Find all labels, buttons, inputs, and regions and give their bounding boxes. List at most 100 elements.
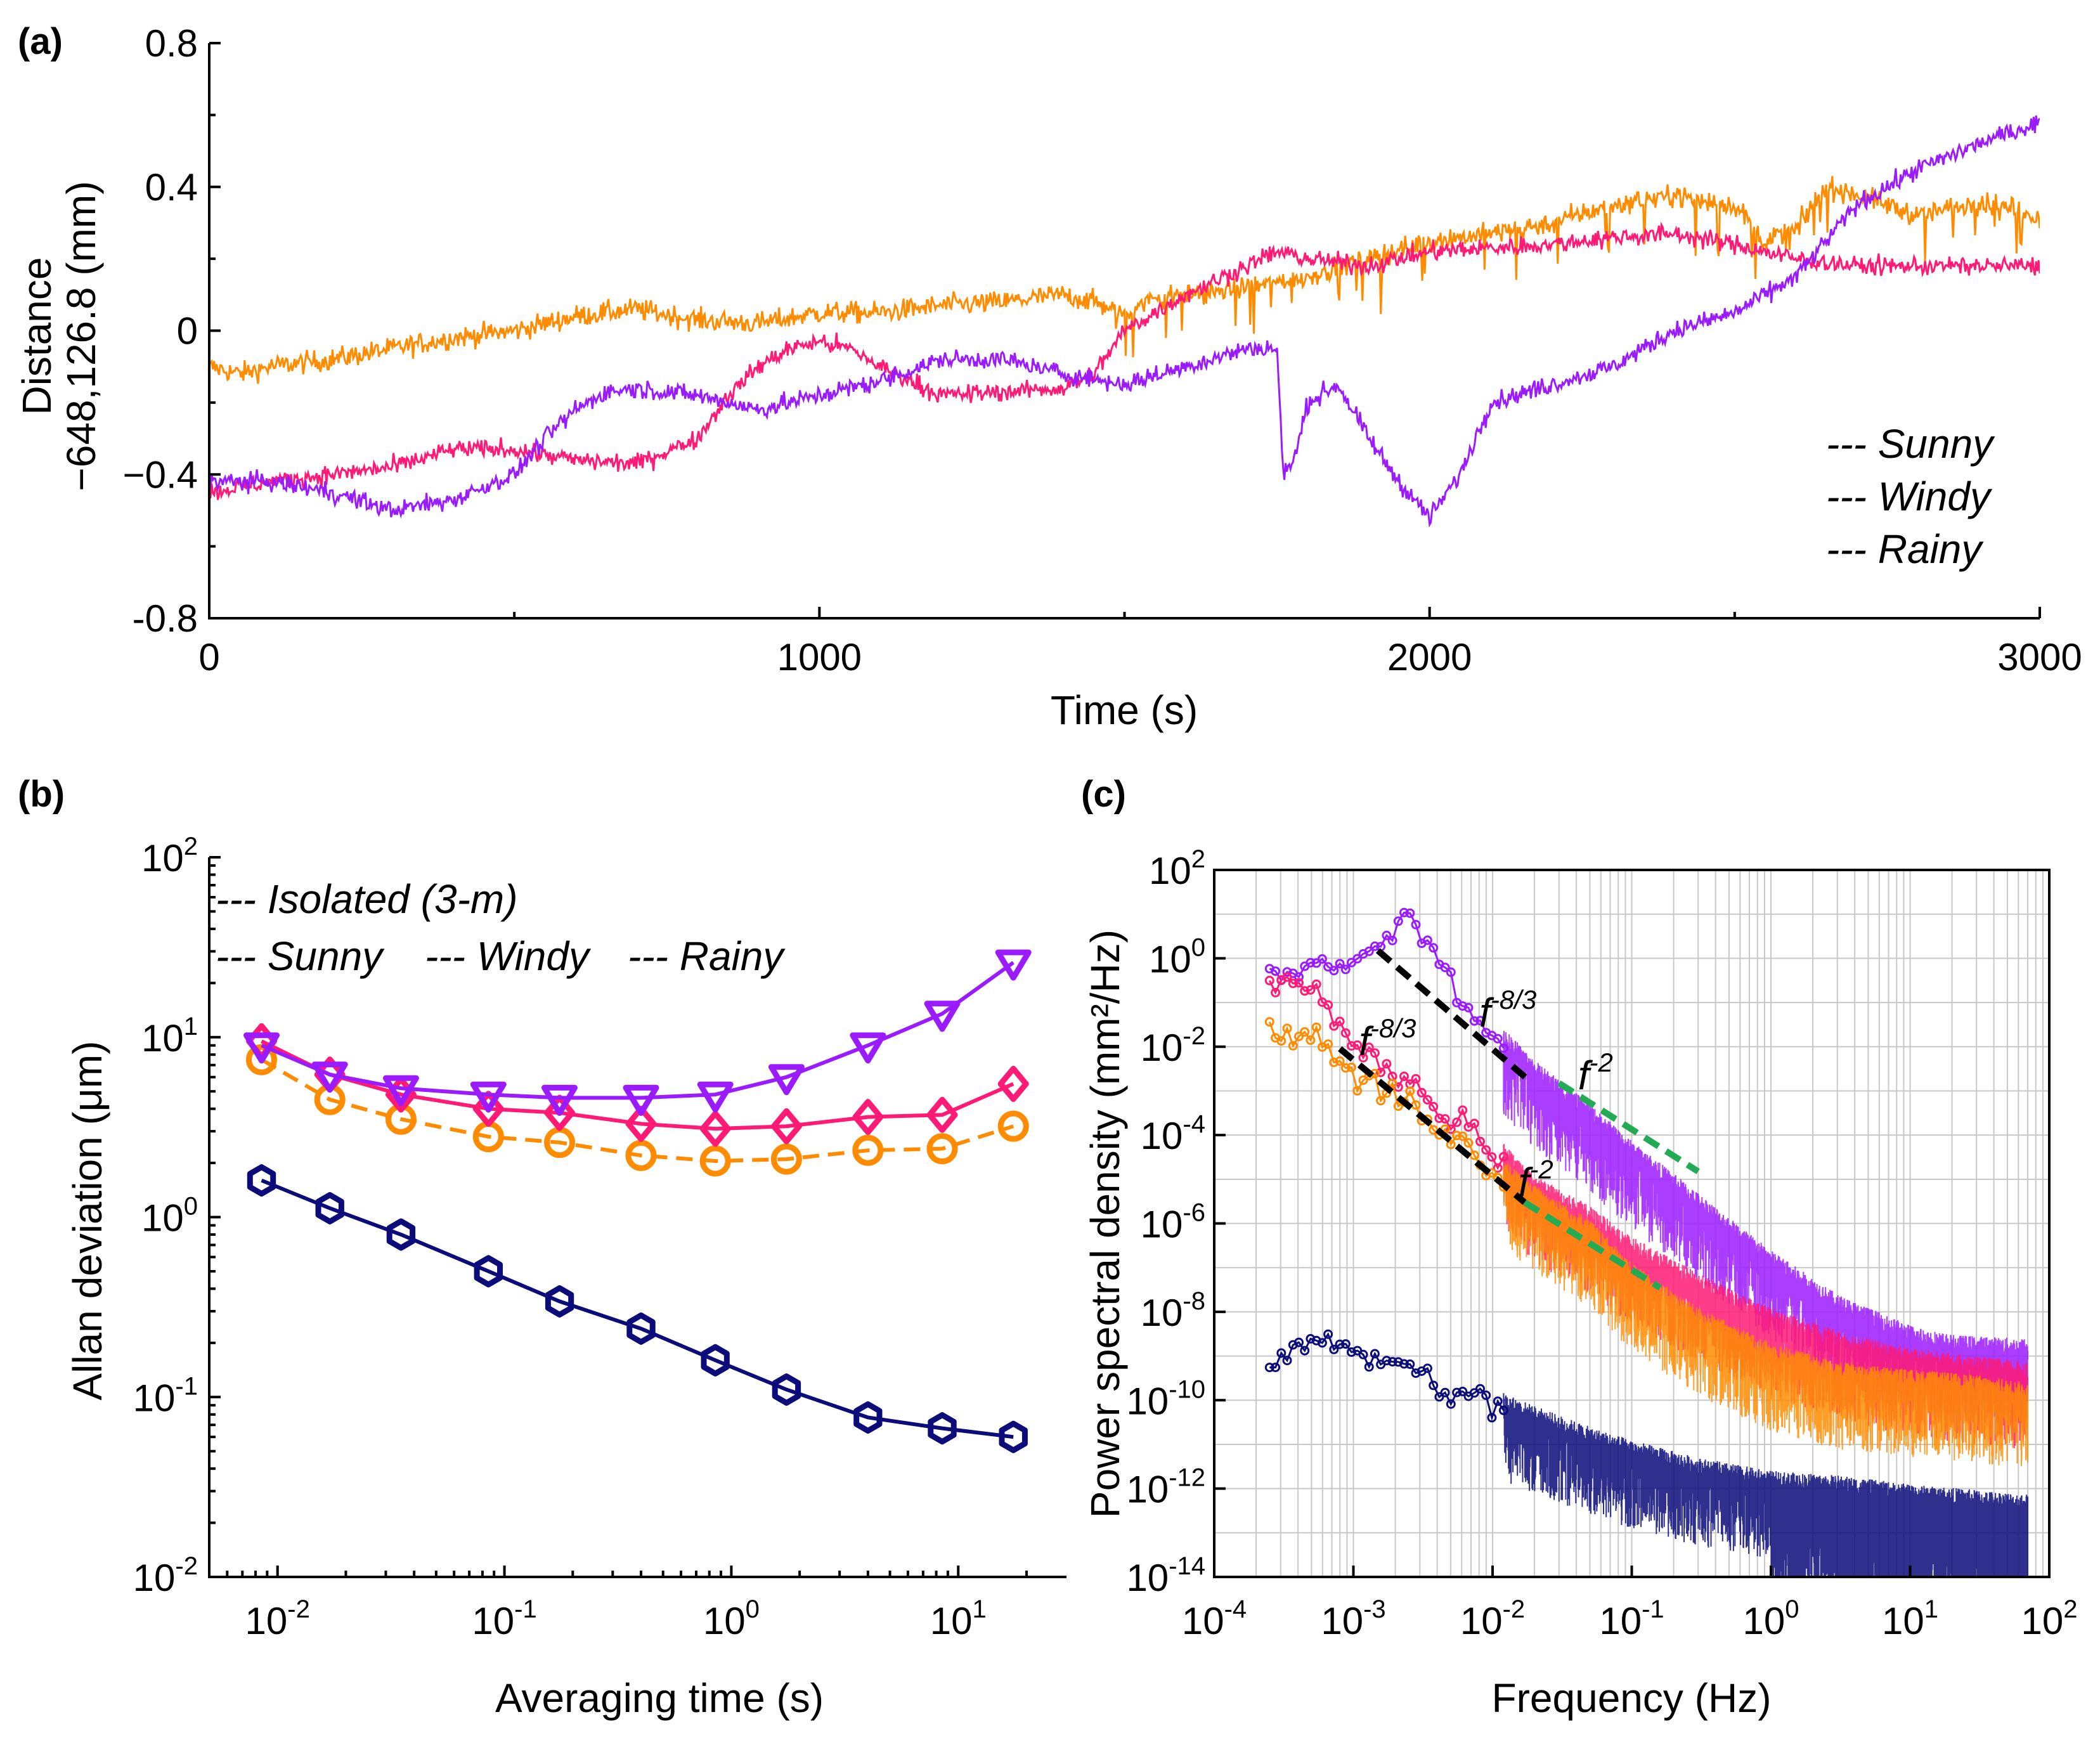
data-point-circle [1317, 1338, 1327, 1348]
panel-c: (c) f-8/3f-2f-8/3f-2 10-4 10-3 10-2 10-1 100… [1081, 774, 2078, 1721]
data-point-circle [1352, 1040, 1363, 1050]
data-point-triangle-down [623, 1084, 659, 1116]
data-point-circle [1487, 1413, 1497, 1423]
data-point-circle [1429, 1125, 1439, 1135]
y-tick-label-c: 10-12 [1126, 1464, 1205, 1511]
x-tick-label-c: 101 [1882, 1595, 1938, 1642]
data-point-circle [1329, 966, 1339, 976]
data-point-circle [1416, 1087, 1427, 1098]
data-point-circle [1329, 1021, 1339, 1031]
data-point-circle [1335, 959, 1345, 969]
data-point-circle [1364, 946, 1374, 956]
data-point-circle [1364, 1042, 1374, 1053]
data-point-circle [1294, 1337, 1304, 1347]
data-point-circle [1458, 1001, 1468, 1011]
data-point-circle [1463, 1002, 1474, 1013]
data-point-circle [1311, 1022, 1321, 1032]
data-point-circle [1347, 1041, 1356, 1051]
data-point-circle [1294, 972, 1304, 982]
panel-a-ticks: 0 1000 2000 3000 -0.8 −0.4 0 0.4 0.8 [123, 22, 2082, 678]
y-tick-label-c: 10-2 [1141, 1022, 1205, 1069]
data-point-circle [1370, 1048, 1380, 1058]
data-point-circle [1288, 978, 1298, 989]
data-point-circle [1393, 1101, 1403, 1111]
legend-sunny: --- Sunny [1826, 421, 1995, 467]
data-point-circle [1493, 1034, 1503, 1044]
data-point-diamond [770, 1108, 802, 1145]
data-point-triangle-down [850, 1032, 886, 1064]
panel-b-xlabel: Averaging time (s) [495, 1675, 824, 1721]
panel-b-ticks: 10-2 10-1 100 101 10-2 10-1 100 101 102 [133, 833, 1028, 1642]
data-point-circle [1498, 1043, 1508, 1053]
data-point-circle [1434, 1392, 1444, 1402]
data-point-circle [1446, 1139, 1456, 1150]
data-point-circle [1276, 1348, 1287, 1358]
data-point-circle [1329, 1058, 1339, 1067]
data-point-circle [997, 1110, 1029, 1142]
data-point-circle [1340, 1063, 1351, 1073]
data-point-diamond [699, 1110, 731, 1147]
data-point-circle [1387, 1357, 1397, 1367]
data-point-circle [1399, 1072, 1409, 1081]
data-point-triangle-down [768, 1064, 805, 1096]
series-line-rainy [209, 115, 2040, 528]
y-tick-label-c: 10-6 [1141, 1199, 1205, 1246]
data-point-circle [1440, 1114, 1450, 1124]
data-point-circle [1458, 1387, 1468, 1396]
data-point-circle [1311, 979, 1321, 989]
x-tick-label-c: 10-4 [1182, 1595, 1247, 1642]
data-point-circle [1323, 1329, 1333, 1339]
y-tick-label-b: 10-2 [133, 1552, 198, 1599]
data-point-circle [1347, 1062, 1356, 1072]
data-point-circle [1411, 1073, 1421, 1084]
panel-b: (b) 10-2 10-1 100 101 10-2 10-1 100 101 102 Aver… [18, 774, 1066, 1721]
data-point-circle [1481, 1145, 1491, 1155]
data-point-circle [1399, 907, 1409, 918]
data-point-circle [1352, 1086, 1363, 1096]
data-point-circle [1452, 1387, 1462, 1398]
data-point-circle [1422, 1363, 1432, 1373]
data-point-diamond [544, 1094, 575, 1131]
x-tick-label-a: 2000 [1387, 636, 1472, 678]
y-tick-label-b: 100 [141, 1193, 198, 1240]
data-point-diamond [852, 1099, 884, 1136]
data-point-triangle-down [697, 1081, 734, 1113]
data-point-circle [1276, 1036, 1287, 1046]
fit-label: f-8/3 [1359, 1013, 1416, 1064]
legend-windy: --- Windy [1826, 474, 1993, 519]
panel-a-series [209, 115, 2040, 528]
data-point-triangle-down [541, 1084, 578, 1116]
data-point-circle [1335, 1056, 1345, 1066]
legend-rainy: --- Rainy [1826, 526, 1984, 572]
data-point-circle [1358, 1075, 1368, 1086]
data-point-circle [1264, 1363, 1274, 1373]
x-tick-label-b: 100 [703, 1595, 760, 1642]
data-point-circle [1370, 1349, 1380, 1359]
data-point-circle [1306, 957, 1316, 968]
data-point-circle [1382, 1356, 1392, 1366]
data-point-triangle-down [924, 1001, 961, 1032]
y-tick-label-b: 101 [141, 1013, 198, 1060]
data-point-circle [1282, 1023, 1292, 1034]
x-tick-label-b: 10-1 [472, 1595, 536, 1642]
legend-isolated: --- Isolated (3-m) [216, 876, 518, 922]
fit-label: f-8/3 [1479, 985, 1536, 1035]
data-point-circle [1317, 954, 1327, 964]
series-line-windy [261, 1039, 1014, 1131]
data-point-circle [1306, 1333, 1316, 1344]
data-point-circle [1393, 1357, 1403, 1367]
data-point-hexagon [315, 1192, 344, 1224]
fit-line [1522, 1200, 1662, 1291]
y-tick-label-c: 100 [1149, 933, 1205, 980]
data-point-diamond [625, 1105, 657, 1142]
data-point-hexagon [247, 1164, 276, 1197]
data-point-hexagon [701, 1344, 730, 1377]
fit-line [1338, 1046, 1527, 1205]
data-point-circle [1335, 1016, 1345, 1027]
x-tick-label-c: 10-1 [1599, 1595, 1664, 1642]
series-line-sunny [260, 1058, 1014, 1164]
fit-line [1375, 948, 1531, 1082]
x-tick-label-a: 0 [198, 636, 219, 678]
data-point-circle [1340, 964, 1351, 975]
data-point-circle [1347, 1347, 1356, 1357]
